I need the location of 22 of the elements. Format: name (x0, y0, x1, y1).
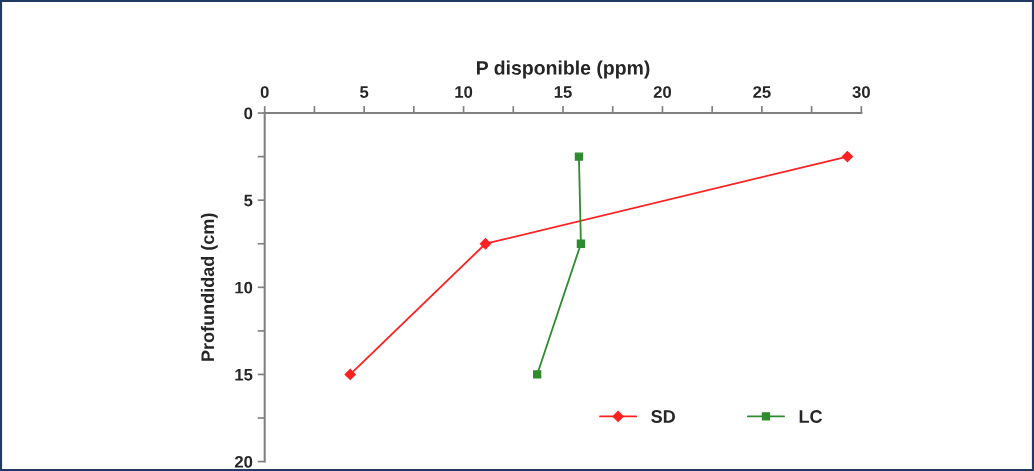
x-tick-label: 0 (260, 86, 269, 98)
point (576, 239, 586, 248)
x-axis-title: P disponible (ppm) (476, 60, 650, 79)
point (841, 151, 854, 163)
point (344, 368, 356, 381)
y-tick-label: 20 (234, 455, 253, 468)
x-tick-label: 20 (653, 86, 672, 98)
y-tick-label: 10 (235, 281, 253, 294)
y-tick-label: 15 (235, 369, 253, 381)
y-tick-label: 0 (244, 107, 253, 120)
legend-label: SD (651, 410, 675, 423)
point (574, 152, 584, 161)
legend-label: LC (799, 410, 823, 423)
x-tick-label: 15 (554, 86, 572, 98)
x-tick-label: 5 (360, 86, 369, 98)
x-tick-label: 30 (852, 86, 870, 98)
x-tick-label: 25 (753, 86, 771, 98)
y-tick-label: 5 (244, 194, 253, 207)
point (479, 238, 492, 250)
x-tick-label: 10 (455, 86, 473, 98)
point (532, 370, 542, 379)
y-axis-title: Profundidad (cm) (200, 213, 218, 361)
